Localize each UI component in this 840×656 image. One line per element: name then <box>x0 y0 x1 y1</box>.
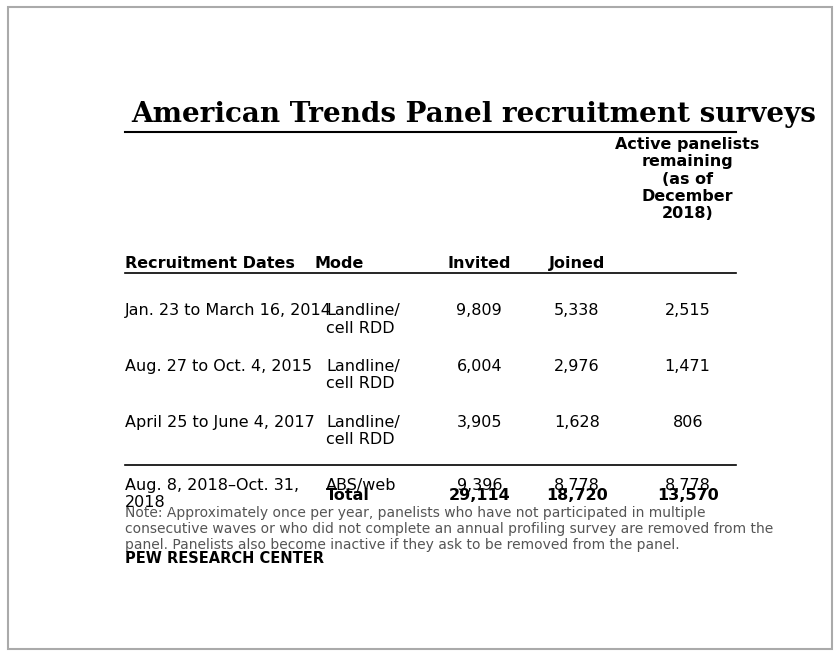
Text: ABS/web: ABS/web <box>327 478 396 493</box>
Text: 8,778: 8,778 <box>554 478 600 493</box>
Text: Landline/
cell RDD: Landline/ cell RDD <box>327 415 400 447</box>
Text: 5,338: 5,338 <box>554 304 600 319</box>
Text: Active panelists
remaining
(as of
December
2018): Active panelists remaining (as of Decemb… <box>616 137 760 222</box>
Text: 13,570: 13,570 <box>657 488 718 503</box>
Text: 8,778: 8,778 <box>664 478 711 493</box>
Text: Aug. 8, 2018–Oct. 31,
2018: Aug. 8, 2018–Oct. 31, 2018 <box>124 478 299 510</box>
Text: Landline/
cell RDD: Landline/ cell RDD <box>327 359 400 392</box>
Text: 3,905: 3,905 <box>457 415 502 430</box>
Text: Recruitment Dates: Recruitment Dates <box>124 256 294 271</box>
Text: 18,720: 18,720 <box>546 488 608 503</box>
Text: Invited: Invited <box>448 256 511 271</box>
Text: 1,471: 1,471 <box>664 359 711 374</box>
Text: 806: 806 <box>672 415 703 430</box>
Text: American Trends Panel recruitment surveys: American Trends Panel recruitment survey… <box>131 102 816 129</box>
Text: 2,515: 2,515 <box>664 304 711 319</box>
Text: 2,976: 2,976 <box>554 359 600 374</box>
Text: 9,809: 9,809 <box>456 304 502 319</box>
Text: Total: Total <box>327 488 370 503</box>
Text: Joined: Joined <box>549 256 605 271</box>
Text: Mode: Mode <box>315 256 364 271</box>
Text: Landline/
cell RDD: Landline/ cell RDD <box>327 304 400 336</box>
Text: Note: Approximately once per year, panelists who have not participated in multip: Note: Approximately once per year, panel… <box>124 506 773 552</box>
Text: April 25 to June 4, 2017: April 25 to June 4, 2017 <box>124 415 314 430</box>
Text: Aug. 27 to Oct. 4, 2015: Aug. 27 to Oct. 4, 2015 <box>124 359 312 374</box>
Text: 29,114: 29,114 <box>449 488 510 503</box>
Text: Jan. 23 to March 16, 2014: Jan. 23 to March 16, 2014 <box>124 304 332 319</box>
Text: 1,628: 1,628 <box>554 415 600 430</box>
Text: 9,396: 9,396 <box>457 478 502 493</box>
Text: 6,004: 6,004 <box>456 359 502 374</box>
Text: PEW RESEARCH CENTER: PEW RESEARCH CENTER <box>124 551 323 566</box>
